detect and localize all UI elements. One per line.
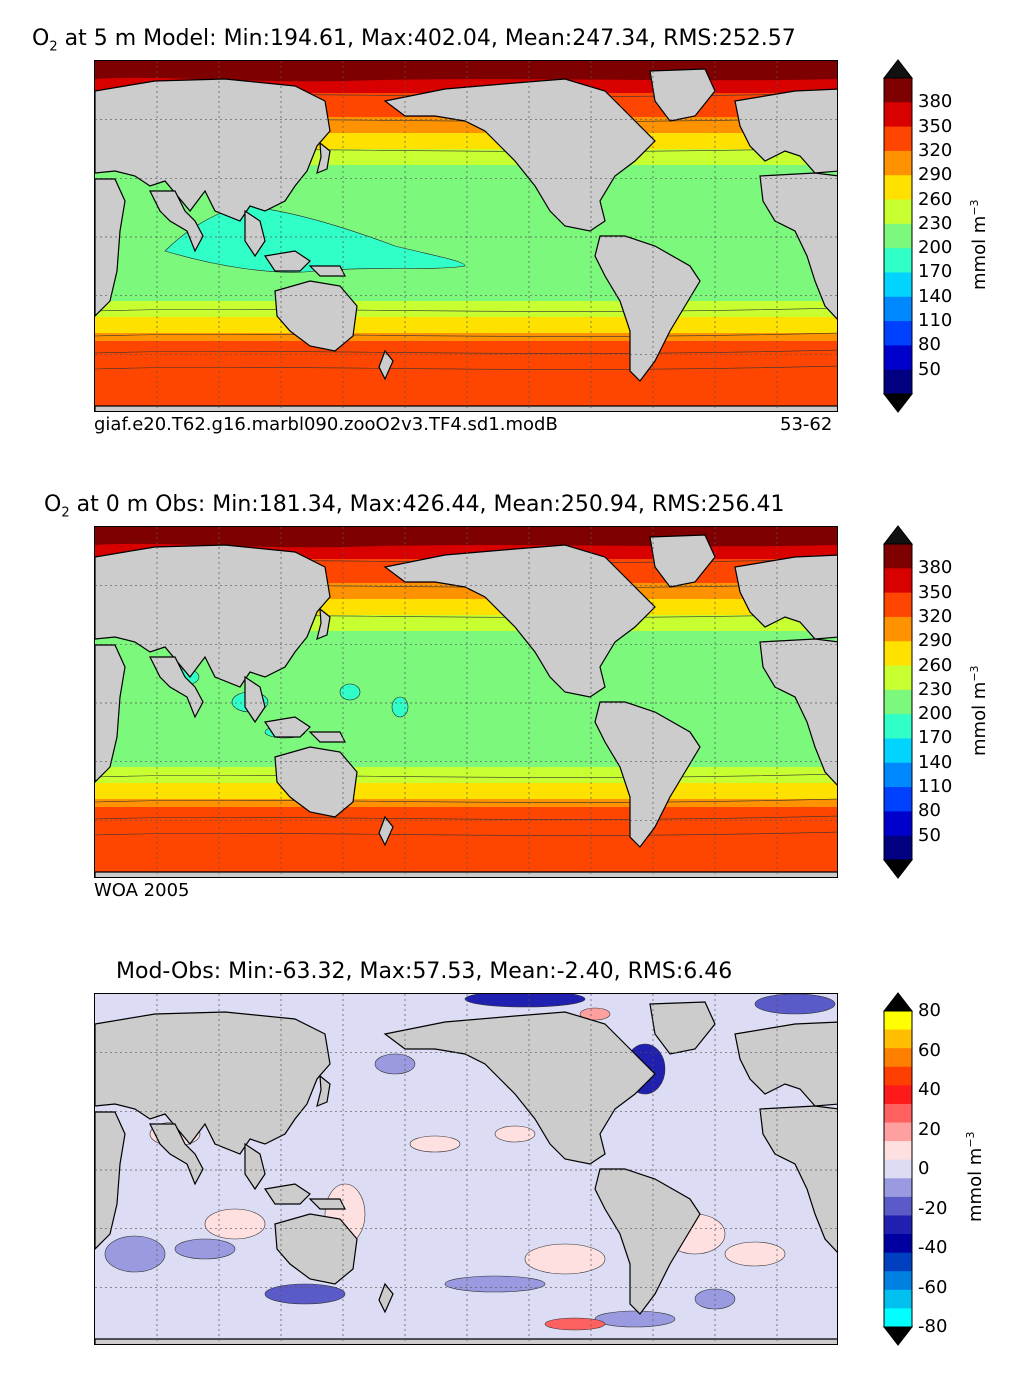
panel3-map bbox=[94, 993, 838, 1345]
colorbar-tick-label: 40 bbox=[918, 1079, 941, 1100]
panel3-unit-label: mmol m−3 bbox=[964, 1131, 986, 1222]
colorbar-tick-label: 290 bbox=[918, 164, 953, 186]
colorbar-tick-label: 110 bbox=[918, 776, 953, 798]
colorbar-tick-label: 200 bbox=[918, 703, 953, 725]
colorbar-tick-label: 170 bbox=[918, 727, 953, 749]
panel1-caption-left: giaf.e20.T62.g16.marbl090.zooO2v3.TF4.sd… bbox=[94, 414, 558, 435]
colorbar-tick-label: -80 bbox=[918, 1316, 948, 1337]
colorbar-tick-label: 200 bbox=[918, 237, 953, 259]
panel1-title: O2 at 5 m Model: Min:194.61, Max:402.04,… bbox=[32, 26, 796, 55]
panel1-unit-label: mmol m−3 bbox=[968, 199, 990, 290]
panel3-title: Mod-Obs: Min:-63.32, Max:57.53, Mean:-2.… bbox=[116, 959, 733, 984]
colorbar-tick-label: -40 bbox=[918, 1237, 948, 1258]
colorbar-tick-label: 80 bbox=[918, 800, 941, 822]
colorbar-tick-label: 320 bbox=[918, 139, 953, 161]
panel2-title: O2 at 0 m Obs: Min:181.34, Max:426.44, M… bbox=[44, 492, 785, 521]
colorbar-tick-label: 110 bbox=[918, 310, 953, 332]
colorbar-tick-label: 140 bbox=[918, 285, 953, 307]
colorbar-tick-label: 350 bbox=[918, 581, 953, 603]
colorbar-tick-label: 60 bbox=[918, 1039, 941, 1061]
colorbar-tick-label: 350 bbox=[918, 115, 953, 137]
colorbar-tick-label: 260 bbox=[918, 188, 953, 210]
colorbar-tick-label: 20 bbox=[918, 1118, 941, 1140]
colorbar-tick-label: 380 bbox=[918, 557, 953, 579]
colorbar-tick-label: 50 bbox=[918, 358, 941, 380]
colorbar-tick-label: 140 bbox=[918, 751, 953, 773]
colorbar-tick-label: 260 bbox=[918, 654, 953, 676]
colorbar-tick-label: 380 bbox=[918, 91, 953, 113]
colorbar-tick-label: 320 bbox=[918, 605, 953, 627]
colorbar-tick-label: 80 bbox=[918, 1000, 941, 1021]
colorbar-tick-label: 170 bbox=[918, 261, 953, 283]
colorbar-tick-label: 80 bbox=[918, 334, 941, 356]
panel1-map bbox=[94, 60, 838, 412]
colorbar-tick-label: 230 bbox=[918, 678, 953, 700]
colorbar-tick-label: 290 bbox=[918, 630, 953, 652]
panel1-colorbar bbox=[882, 59, 914, 413]
colorbar-tick-label: -60 bbox=[918, 1276, 948, 1298]
panel2-caption-left: WOA 2005 bbox=[94, 880, 190, 901]
colorbar-tick-label: 230 bbox=[918, 212, 953, 234]
panel2-unit-label: mmol m−3 bbox=[968, 665, 990, 756]
panel3-colorbar bbox=[882, 992, 914, 1346]
panel2-map bbox=[94, 526, 838, 878]
panel2-colorbar bbox=[882, 525, 914, 879]
colorbar-tick-label: 50 bbox=[918, 824, 941, 846]
colorbar-tick-label: -20 bbox=[918, 1197, 948, 1219]
colorbar-tick-label: 0 bbox=[918, 1158, 930, 1179]
panel1-caption-right: 53-62 bbox=[780, 414, 833, 435]
